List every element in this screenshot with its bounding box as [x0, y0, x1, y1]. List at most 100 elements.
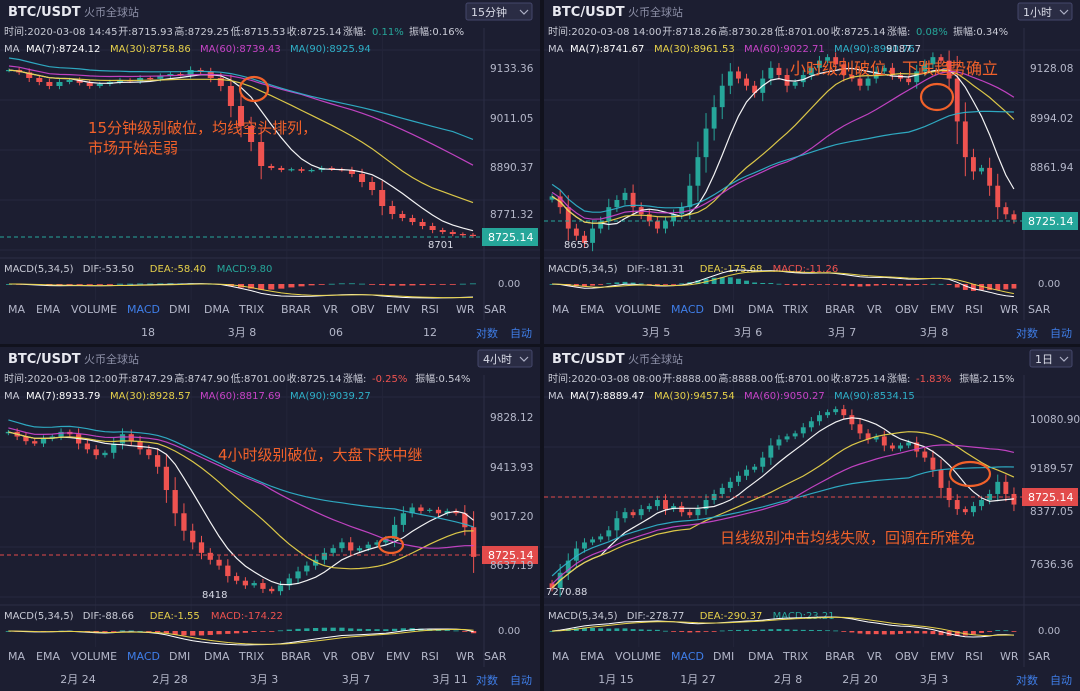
tab-rsi[interactable]: RSI: [421, 650, 439, 663]
tab-macd[interactable]: MACD: [127, 650, 160, 663]
auto-scale-button[interactable]: 自动: [1050, 327, 1072, 340]
interval-selector[interactable]: 1小时: [1017, 2, 1073, 21]
tab-wr[interactable]: WR: [456, 303, 475, 316]
tab-rsi[interactable]: RSI: [421, 303, 439, 316]
interval-selector-box[interactable]: [465, 2, 533, 21]
tab-sar[interactable]: SAR: [1028, 303, 1051, 316]
tab-obv[interactable]: OBV: [895, 650, 919, 663]
tab-trix[interactable]: TRIX: [238, 303, 265, 316]
tab-wr[interactable]: WR: [1000, 303, 1019, 316]
interval-label[interactable]: 15分钟: [471, 5, 507, 19]
tab-rsi[interactable]: RSI: [965, 303, 983, 316]
info-time: 时间:2020-03-08 12:00: [4, 372, 117, 385]
tab-ema[interactable]: EMA: [36, 303, 60, 316]
chart-panel-4hour[interactable]: BTC/USDT 火币全球站 4小时 时间:2020-03-08 12:00 开:874…: [0, 347, 540, 691]
macd-bar: [865, 631, 871, 635]
macd-bar: [216, 631, 222, 635]
tab-wr[interactable]: WR: [1000, 650, 1019, 663]
tab-macd[interactable]: MACD: [671, 303, 704, 316]
tab-brar[interactable]: BRAR: [825, 650, 855, 663]
interval-label[interactable]: 1日: [1035, 353, 1053, 366]
macd-label: MACD(5,34,5): [4, 264, 74, 275]
log-scale-button[interactable]: 对数: [476, 673, 498, 687]
tab-emv[interactable]: EMV: [386, 303, 410, 316]
tab-emv[interactable]: EMV: [930, 303, 954, 316]
interval-label[interactable]: 1小时: [1023, 6, 1052, 19]
chart-panel-1day[interactable]: BTC/USDT 火币全球站 1日 时间:2020-03-08 08:00 开:8888…: [544, 347, 1080, 691]
tab-volume[interactable]: VOLUME: [615, 303, 661, 316]
tab-trix[interactable]: TRIX: [782, 650, 809, 663]
tab-dmi[interactable]: DMI: [713, 303, 734, 316]
tab-ma[interactable]: MA: [8, 650, 25, 663]
tab-obv[interactable]: OBV: [895, 303, 919, 316]
tab-obv[interactable]: OBV: [351, 303, 375, 316]
chevron-down-icon[interactable]: [519, 9, 529, 15]
tab-trix[interactable]: TRIX: [782, 303, 809, 316]
tab-dma[interactable]: DMA: [204, 303, 230, 316]
log-scale-button[interactable]: 对数: [1016, 673, 1038, 687]
tab-sar[interactable]: SAR: [484, 303, 507, 316]
tab-emv[interactable]: EMV: [930, 650, 954, 663]
macd-bar: [833, 284, 839, 285]
tab-volume[interactable]: VOLUME: [71, 650, 117, 663]
chevron-down-icon[interactable]: [1059, 356, 1069, 362]
tab-volume[interactable]: VOLUME: [615, 650, 661, 663]
tab-vr[interactable]: VR: [323, 303, 339, 316]
tab-ema[interactable]: EMA: [580, 303, 604, 316]
interval-selector-box[interactable]: [1017, 2, 1073, 21]
chevron-down-icon[interactable]: [1059, 9, 1069, 15]
chart-panel-1hour[interactable]: BTC/USDT 火币全球站 1小时 时间:2020-03-08 14:00 开:871…: [544, 0, 1080, 344]
x-axis-label: 3月 6: [734, 326, 763, 339]
indicator-tabs[interactable]: MA EMA VOLUME MACD DMI DMA TRIX BRAR VR OBV EMV RSI…: [552, 650, 1051, 663]
tab-dma[interactable]: DMA: [204, 650, 230, 663]
tab-brar[interactable]: BRAR: [281, 303, 311, 316]
chevron-down-icon[interactable]: [519, 356, 529, 362]
tab-ma[interactable]: MA: [552, 303, 569, 316]
tab-dmi[interactable]: DMI: [713, 650, 734, 663]
tab-sar[interactable]: SAR: [484, 650, 507, 663]
interval-selector[interactable]: 1日: [1029, 349, 1073, 368]
candle-body: [784, 436, 790, 440]
tab-ema[interactable]: EMA: [36, 650, 60, 663]
tab-vr[interactable]: VR: [323, 650, 339, 663]
interval-selector-box[interactable]: [1029, 349, 1073, 368]
chart-panel-15min[interactable]: BTC/USDT 火币全球站 15分钟 时间:2020-03-08 14:45 开:87…: [0, 0, 540, 344]
candle-body: [227, 86, 234, 106]
tab-rsi[interactable]: RSI: [965, 650, 983, 663]
tab-brar[interactable]: BRAR: [825, 303, 855, 316]
tab-dmi[interactable]: DMI: [169, 650, 190, 663]
auto-scale-button[interactable]: 自动: [510, 327, 532, 340]
log-scale-button[interactable]: 对数: [476, 326, 498, 340]
tab-dma[interactable]: DMA: [748, 650, 774, 663]
auto-scale-button[interactable]: 自动: [1050, 674, 1072, 687]
indicator-tabs[interactable]: MA EMA VOLUME MACD DMI DMA TRIX BRAR VR OBV EMV RSI…: [8, 303, 507, 316]
tab-dmi[interactable]: DMI: [169, 303, 190, 316]
interval-selector[interactable]: 15分钟: [465, 2, 533, 21]
tab-obv[interactable]: OBV: [351, 650, 375, 663]
candle-body: [1003, 207, 1009, 215]
tab-macd[interactable]: MACD: [671, 650, 704, 663]
tab-dma[interactable]: DMA: [748, 303, 774, 316]
tab-wr[interactable]: WR: [456, 650, 475, 663]
tab-macd[interactable]: MACD: [127, 303, 160, 316]
tab-vr[interactable]: VR: [867, 303, 883, 316]
interval-selector[interactable]: 4小时: [477, 349, 533, 368]
tab-volume[interactable]: VOLUME: [71, 303, 117, 316]
annotation-text: 市场开始走弱: [88, 139, 178, 157]
tab-vr[interactable]: VR: [867, 650, 883, 663]
macd-bar: [768, 629, 774, 631]
auto-scale-button[interactable]: 自动: [510, 674, 532, 687]
tab-ma[interactable]: MA: [552, 650, 569, 663]
tab-emv[interactable]: EMV: [386, 650, 410, 663]
tab-trix[interactable]: TRIX: [238, 650, 265, 663]
x-axis-label: 18: [141, 326, 155, 339]
interval-label[interactable]: 4小时: [483, 353, 512, 366]
log-scale-button[interactable]: 对数: [1016, 326, 1038, 340]
tab-ma[interactable]: MA: [8, 303, 25, 316]
tab-brar[interactable]: BRAR: [281, 650, 311, 663]
interval-selector-box[interactable]: [477, 349, 533, 368]
indicator-tabs[interactable]: MA EMA VOLUME MACD DMI DMA TRIX BRAR VR OBV EMV RSI…: [8, 650, 507, 663]
tab-sar[interactable]: SAR: [1028, 650, 1051, 663]
indicator-tabs[interactable]: MA EMA VOLUME MACD DMI DMA TRIX BRAR VR OBV EMV RSI…: [552, 303, 1051, 316]
tab-ema[interactable]: EMA: [580, 650, 604, 663]
